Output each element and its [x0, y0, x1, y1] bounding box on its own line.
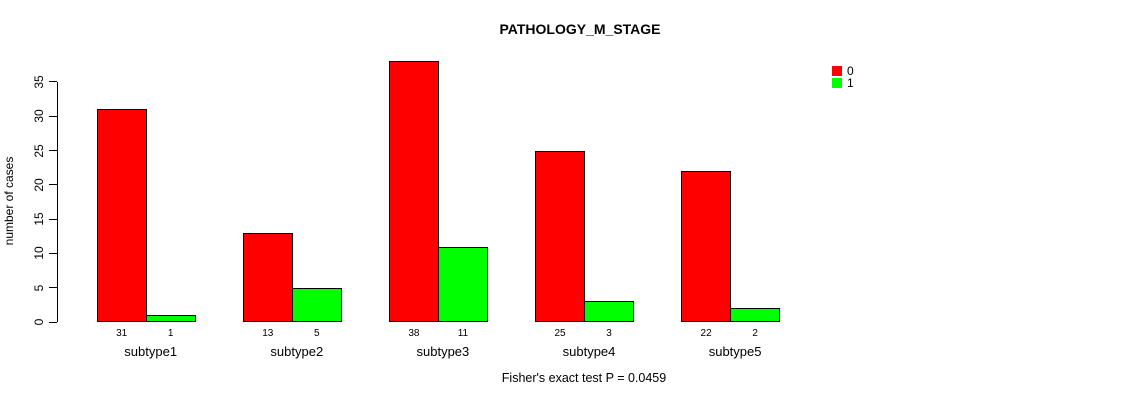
y-axis-tick-label: 15 [32, 212, 46, 226]
legend-label: 1 [847, 76, 854, 90]
y-axis-line [57, 81, 58, 322]
y-axis-tick [49, 218, 57, 220]
category-label: subtype4 [562, 343, 616, 359]
category-label: subtype5 [708, 343, 762, 359]
bar-subtype1-series0 [96, 109, 147, 322]
bar-value-label: 5 [314, 328, 320, 339]
bar-subtype3-series0 [388, 61, 439, 322]
bar-value-label: 22 [700, 328, 712, 339]
category-label: subtype1 [124, 343, 178, 359]
stat-annotation: Fisher's exact test P = 0.0459 [501, 371, 667, 385]
bar-value-label: 31 [116, 328, 128, 339]
bar-subtype4-series0 [535, 150, 585, 322]
bar-subtype4-series1 [584, 301, 634, 322]
y-axis-tick-label: 5 [32, 284, 46, 292]
y-axis-tick [49, 321, 57, 323]
chart-title: PATHOLOGY_M_STAGE [499, 21, 661, 37]
y-axis-tick [49, 287, 57, 289]
y-axis-tick-label: 25 [32, 143, 46, 158]
y-axis-title: number of cases [2, 156, 16, 246]
bar-value-label: 13 [262, 328, 274, 339]
category-label: subtype2 [270, 343, 324, 359]
bar-subtype5-series0 [681, 171, 732, 322]
legend-swatch [832, 78, 842, 88]
bar-subtype2-series0 [242, 232, 293, 322]
bar-subtype3-series1 [437, 246, 488, 322]
bar-subtype5-series1 [730, 308, 781, 322]
bar-subtype2-series1 [291, 287, 342, 322]
y-axis-tick [49, 184, 57, 186]
bar-value-label: 1 [167, 328, 174, 339]
y-axis-tick-label: 20 [32, 178, 46, 192]
bar-value-label: 38 [408, 328, 420, 339]
y-axis-tick [49, 115, 57, 117]
y-axis-tick-label: 30 [32, 109, 46, 123]
bar-value-label: 2 [752, 328, 758, 339]
category-label: subtype3 [416, 343, 470, 359]
y-axis-tick-label: 35 [32, 75, 46, 89]
y-axis-tick [49, 150, 57, 151]
legend-swatch [832, 66, 842, 76]
legend-label: 0 [847, 64, 854, 78]
bar-value-label: 11 [457, 328, 469, 339]
bar-subtype1-series1 [145, 315, 196, 322]
y-axis-tick-label: 10 [32, 246, 46, 261]
legend-row: 0 [832, 65, 854, 77]
bar-value-label: 25 [554, 328, 566, 339]
y-axis-tick [49, 252, 57, 254]
y-axis-tick [49, 81, 57, 83]
legend-row: 1 [832, 77, 854, 89]
bar-value-label: 3 [606, 328, 612, 339]
y-axis-tick-label: 0 [32, 318, 46, 326]
